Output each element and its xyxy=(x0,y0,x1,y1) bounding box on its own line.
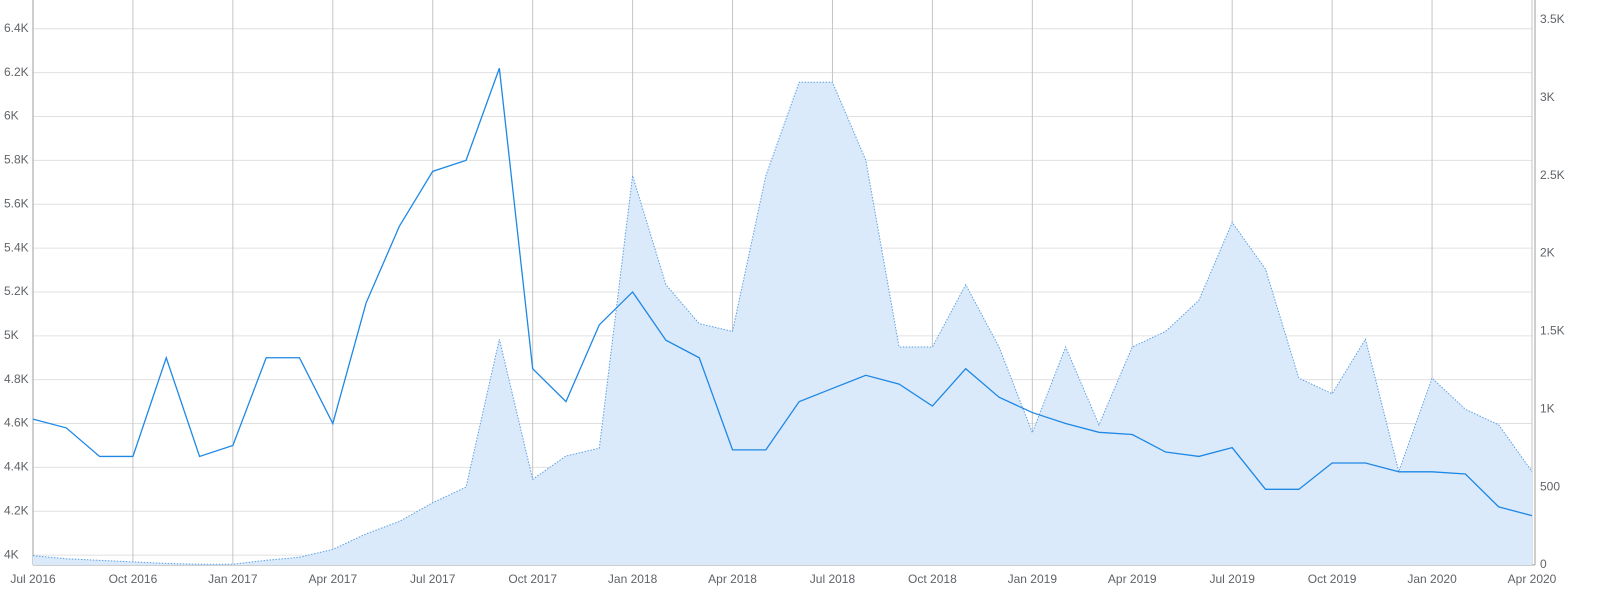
y-tick-label: 5.2K xyxy=(4,284,29,298)
x-tick-label: Jan 2019 xyxy=(1008,572,1058,586)
y-tick-label: 5.4K xyxy=(4,240,29,254)
x-tick-label: Oct 2017 xyxy=(508,572,557,586)
y-tick-label: 5.8K xyxy=(4,153,29,167)
x-tick-label: Apr 2017 xyxy=(308,572,357,586)
y-tick-label: 4.4K xyxy=(4,460,29,474)
y-tick-label: 4.6K xyxy=(4,416,29,430)
x-tick-label: Oct 2019 xyxy=(1308,572,1357,586)
y2-tick-label: 500 xyxy=(1540,479,1560,493)
x-tick-label: Jan 2018 xyxy=(608,572,658,586)
x-tick-label: Jan 2020 xyxy=(1407,572,1457,586)
x-tick-label: Apr 2018 xyxy=(708,572,757,586)
y2-tick-label: 1K xyxy=(1540,401,1555,415)
y-tick-label: 5.6K xyxy=(4,196,29,210)
line xyxy=(32,68,1533,517)
x-tick-label: Jul 2016 xyxy=(10,572,56,586)
x-tick-label: Apr 2019 xyxy=(1108,572,1157,586)
x-tick-label: Apr 2020 xyxy=(1508,572,1557,586)
y-tick-label: 6.2K xyxy=(4,65,29,79)
y-tick-label: 4K xyxy=(4,547,19,561)
y2-tick-label: 1.5K xyxy=(1540,324,1565,338)
x-tick-label: Jan 2017 xyxy=(208,572,258,586)
area-line xyxy=(32,81,1533,565)
y2-tick-label: 2.5K xyxy=(1540,168,1565,182)
x-tick-label: Jul 2018 xyxy=(810,572,856,586)
y2-tick-label: 3K xyxy=(1540,90,1555,104)
y2-tick-label: 2K xyxy=(1540,246,1555,260)
area-fill xyxy=(33,82,1532,566)
x-tick-label: Jul 2019 xyxy=(1210,572,1256,586)
y-tick-label: 6K xyxy=(4,109,19,123)
x-tick-label: Oct 2016 xyxy=(109,572,158,586)
y-tick-label: 4.8K xyxy=(4,372,29,386)
y2-tick-label: 0 xyxy=(1540,557,1547,571)
y2-tick-label: 3.5K xyxy=(1540,12,1565,26)
y-tick-label: 5K xyxy=(4,328,19,342)
x-tick-label: Jul 2017 xyxy=(410,572,456,586)
y-tick-label: 6.4K xyxy=(4,21,29,35)
x-tick-label: Oct 2018 xyxy=(908,572,957,586)
y-tick-label: 4.2K xyxy=(4,503,29,517)
